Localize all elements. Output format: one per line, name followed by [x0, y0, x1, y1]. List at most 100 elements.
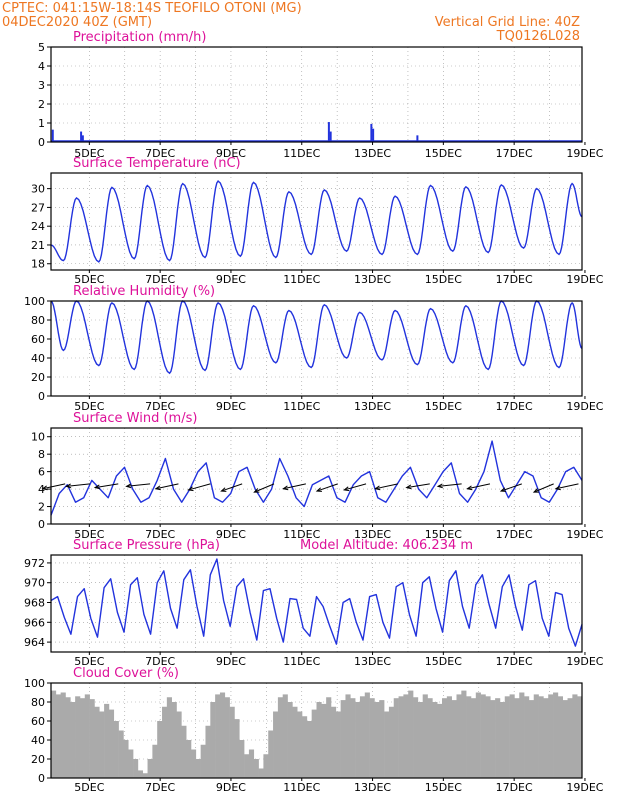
precip-bar	[370, 123, 373, 142]
wind-grid	[51, 428, 582, 525]
cloud-bar	[113, 721, 119, 778]
cloud-bar	[128, 749, 134, 778]
wind-arrow-shaft	[155, 483, 179, 490]
rh-xtick-label: 15DEC	[425, 400, 462, 413]
precip-xtick-label: 15DEC	[425, 147, 462, 160]
cloud-ytick-label: 60	[31, 715, 45, 728]
cloud-bar	[200, 744, 206, 778]
precip-xtick-label: 11DEC	[283, 147, 320, 160]
cloud-bar	[408, 690, 414, 778]
cloud-xtick-label: 17DEC	[496, 781, 533, 794]
pressure-xtick-label: 19DEC	[566, 655, 603, 668]
cloud-bar	[384, 711, 390, 778]
cloud-bar	[442, 698, 448, 778]
rh-xtick-label: 7DEC	[145, 400, 175, 413]
header-location: CPTEC: 041:15W-18:14S TEOFILO OTONI (MG)	[2, 1, 302, 16]
temp-xtick-label: 9DEC	[216, 273, 246, 286]
temp-xtick-label: 13DEC	[354, 273, 391, 286]
wind-arrow-head	[532, 488, 540, 493]
wind-arrow	[65, 483, 90, 489]
cloud-bar	[157, 721, 163, 778]
wind-arrow-shaft	[344, 483, 367, 491]
precip-xtick-label: 9DEC	[216, 147, 246, 160]
rh-ytick-label: 0	[38, 390, 45, 403]
rh-xtick-label: 5DEC	[74, 400, 104, 413]
cloud-bar	[205, 725, 211, 778]
wind-arrow-shaft	[66, 483, 90, 487]
cloud-ytick-label: 40	[31, 734, 45, 747]
wind-arrow	[315, 483, 338, 492]
cloud-bar	[572, 694, 578, 778]
cloud-bar	[519, 692, 525, 778]
pressure-ytick-label: 968	[24, 597, 45, 610]
precip-grid	[51, 46, 582, 143]
wind-arrow-head	[282, 485, 289, 491]
wind-frame	[50, 427, 583, 525]
pressure-xtick-label: 5DEC	[74, 655, 104, 668]
wind-arrow-shaft	[94, 483, 119, 489]
precip-ytick-label: 5	[38, 41, 45, 54]
cloud-bar	[538, 696, 544, 778]
cloud-bar	[417, 702, 423, 778]
cloud-bar	[446, 696, 452, 778]
cloud-bar	[181, 725, 187, 778]
wind-xtick-label: 17DEC	[496, 528, 533, 541]
rh-frame	[50, 300, 583, 397]
temp-series	[50, 180, 583, 263]
rh-line	[50, 300, 583, 375]
header-code: TQ0126L028	[496, 29, 580, 44]
wind-ytick-label: 6	[38, 466, 45, 479]
rh-series	[50, 300, 583, 375]
cloud-bar	[364, 692, 370, 778]
wind-arrow	[282, 483, 306, 491]
cloud-bar	[229, 706, 235, 778]
wind-xtick-label: 5DEC	[74, 528, 104, 541]
cloud-bar	[533, 694, 539, 778]
cloud-bar	[89, 699, 95, 778]
cloud-bar	[75, 696, 81, 778]
wind-arrow-head	[253, 488, 260, 493]
temp-xtick-label: 19DEC	[566, 273, 603, 286]
temp-title: Surface Temperature (nC)	[73, 156, 241, 171]
rh-xtick-label: 11DEC	[283, 400, 320, 413]
rh-xtick-label: 19DEC	[566, 400, 603, 413]
precip-bar	[51, 129, 54, 142]
cloud-bar	[321, 703, 327, 778]
cloud-bar	[422, 694, 428, 778]
wind-arrow	[532, 483, 554, 493]
cloud-bar	[461, 690, 467, 778]
cloud-bar	[171, 702, 177, 778]
wind-arrow-head	[499, 487, 507, 492]
wind-arrow-shaft	[555, 483, 579, 490]
cloud-xtick-label: 13DEC	[354, 781, 391, 794]
cloud-bar	[224, 697, 230, 778]
pressure-line	[50, 558, 583, 647]
wind-arrow-shaft	[467, 483, 491, 490]
wind-arrow-head	[125, 483, 132, 489]
precip-bar	[416, 135, 419, 142]
rh-xtick-label: 13DEC	[354, 400, 391, 413]
cloud-bar	[379, 700, 385, 778]
cloud-bar	[509, 694, 515, 778]
cloud-bar	[65, 697, 71, 778]
precip-ytick-label: 1	[38, 117, 45, 130]
cloud-ytick-label: 20	[31, 753, 45, 766]
precip-ytick-label: 3	[38, 79, 45, 92]
cloud-bar	[258, 768, 264, 778]
wind-xtick-label: 7DEC	[145, 528, 175, 541]
cloud-bar	[133, 759, 139, 778]
panels: Precipitation (mm/h) 0 1 2 3 4 5 5DEC 7DEC 9DEC 11…	[24, 30, 604, 794]
wind-xtick-label: 11DEC	[283, 528, 320, 541]
wind-arrow-shaft	[437, 483, 462, 487]
cloud-bar	[403, 694, 409, 778]
cloud-bar	[118, 730, 124, 778]
pressure-subtitle: Model Altitude: 406.234 m	[300, 538, 473, 553]
cloud-xtick-label: 11DEC	[283, 781, 320, 794]
cloud-bar	[297, 711, 303, 778]
wind-arrow	[466, 483, 491, 491]
precip-xtick-label: 7DEC	[145, 147, 175, 160]
wind-xtick-label: 19DEC	[566, 528, 603, 541]
wind-arrow	[93, 483, 119, 490]
precip-bar	[80, 131, 83, 142]
cloud-bar	[398, 696, 404, 778]
